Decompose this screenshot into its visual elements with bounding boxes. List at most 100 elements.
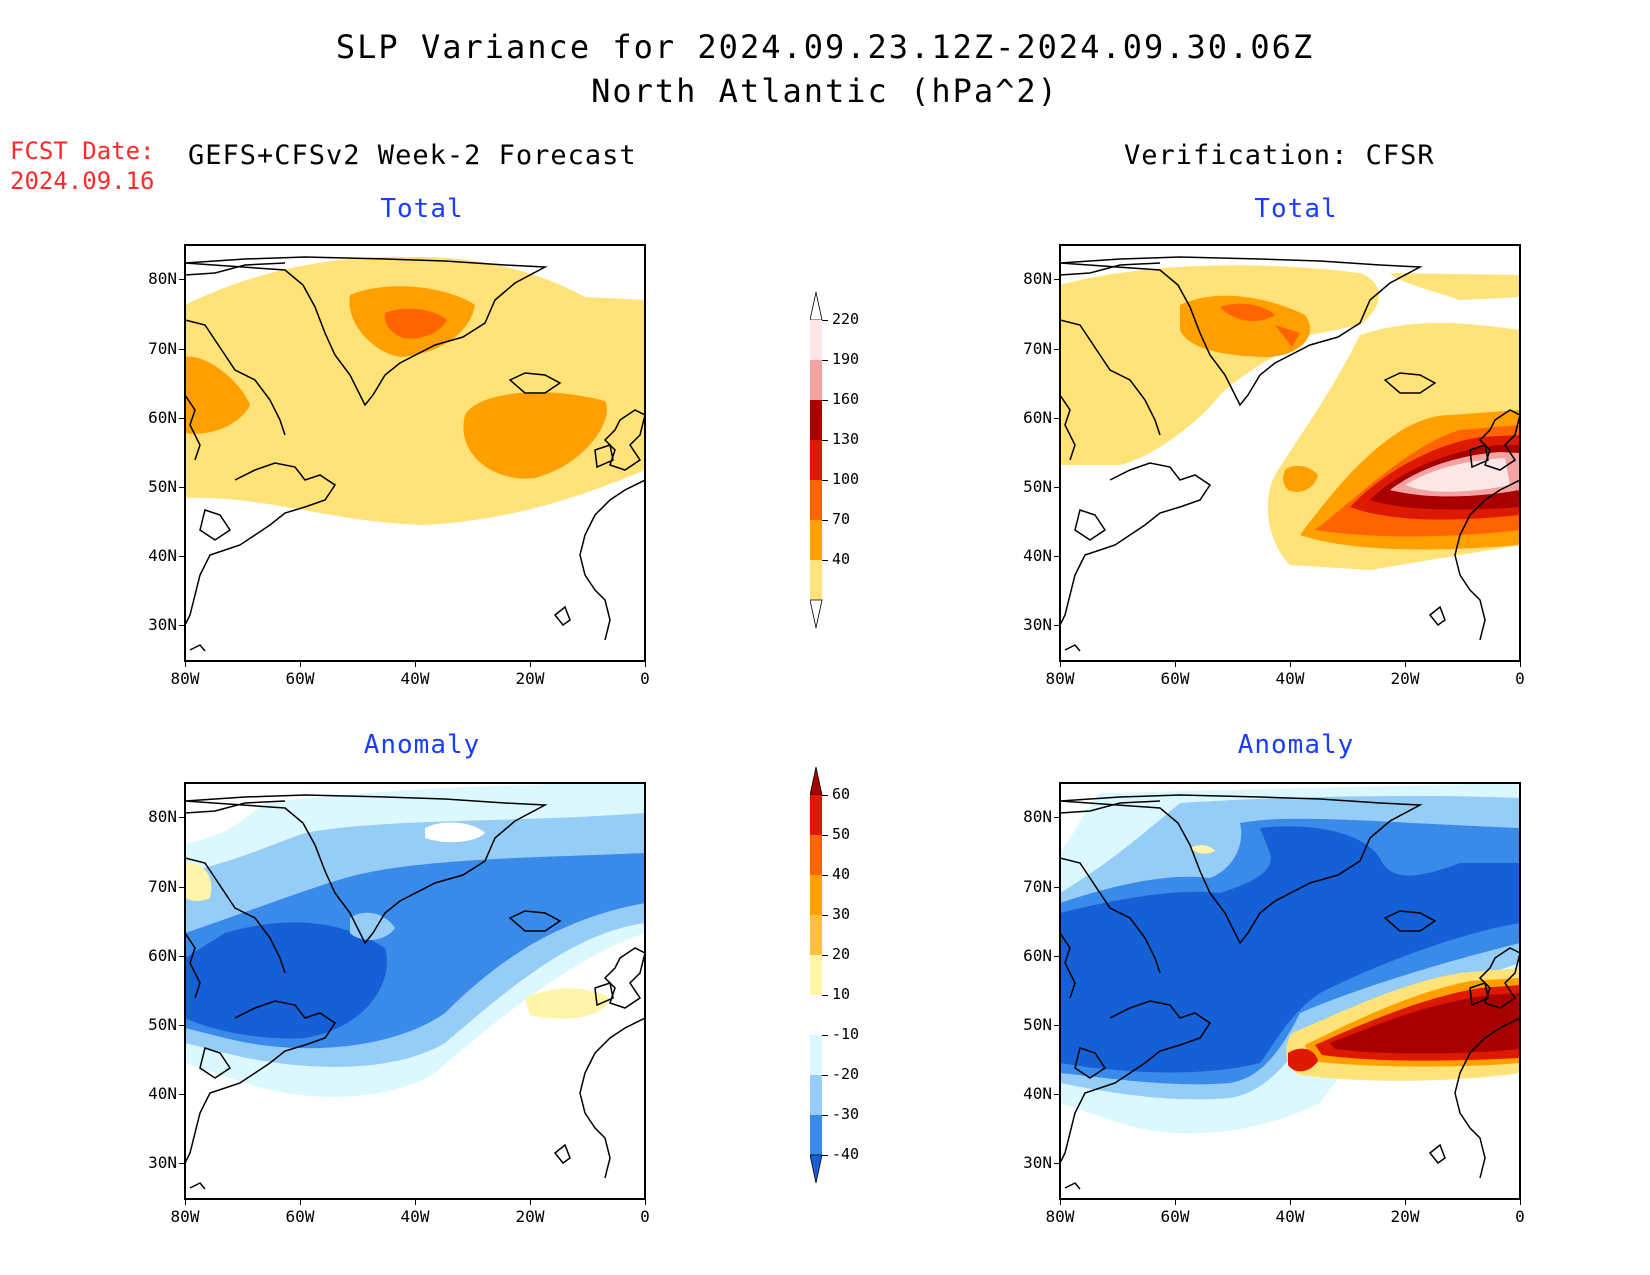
colorbar-segment [810,1035,822,1075]
colorbar-tick [822,520,828,521]
colorbar-tick [822,795,828,796]
colorbar-bottom-arrow [810,1154,823,1184]
forecast-date-value: 2024.09.16 [10,167,155,195]
colorbar-segment [810,875,822,915]
latitude-tick [179,625,185,626]
colorbar-segment [810,955,822,995]
latitude-tick [1054,1163,1060,1164]
latitude-tick [179,556,185,557]
colorbar-segment [810,320,822,360]
longitude-label: 40W [1275,1207,1305,1226]
latitude-label: 30N [1023,1153,1052,1172]
verification-column-header: Verification: CFSR [1124,140,1435,171]
colorbar-segment [810,440,822,480]
latitude-tick [1054,418,1060,419]
verification-total-title: Total [1254,194,1338,224]
latitude-tick [179,487,185,488]
colorbar-segment [810,1075,822,1115]
longitude-tick [1405,1199,1406,1205]
latitude-label: 70N [1023,877,1052,896]
forecast-total-title: Total [380,194,464,224]
latitude-tick [1054,1025,1060,1026]
longitude-label: 80W [1045,1207,1075,1226]
forecast-date-label: FCST Date: [10,137,155,165]
colorbar-svg [810,766,823,1184]
latitude-tick [1054,887,1060,888]
latitude-label: 40N [148,1084,177,1103]
latitude-tick [179,956,185,957]
latitude-tick [1054,817,1060,818]
colorbar-label: 40 [832,550,851,568]
colorbar-tick [822,1035,828,1036]
latitude-tick [179,1025,185,1026]
colorbar-segment [810,400,822,440]
latitude-label: 60N [148,408,177,427]
colorbar-tick [822,560,828,561]
forecast-total-map [185,245,645,661]
latitude-tick [1054,625,1060,626]
colorbar-label: 50 [832,825,851,843]
colorbar-label: 100 [832,470,860,488]
longitude-tick [1175,661,1176,667]
longitude-tick [1060,661,1061,667]
latitude-label: 60N [1023,408,1052,427]
latitude-label: 50N [1023,1015,1052,1034]
longitude-tick [645,1199,646,1205]
longitude-tick [185,661,186,667]
colorbar-segment [810,835,822,875]
longitude-label: 20W [515,1207,545,1226]
colorbar-tick [822,835,828,836]
colorbar-tick [822,480,828,481]
longitude-tick [1520,661,1521,667]
longitude-tick [300,1199,301,1205]
longitude-tick [1290,1199,1291,1205]
colorbar-label: 20 [832,945,851,963]
colorbar-svg [810,291,823,629]
latitude-tick [1054,487,1060,488]
latitude-tick [1054,349,1060,350]
colorbar-label: -10 [832,1025,860,1043]
longitude-label: 20W [1390,669,1420,688]
colorbar-segment [810,995,822,1035]
colorbar-tick [822,360,828,361]
colorbar-label: -20 [832,1065,860,1083]
latitude-label: 40N [148,546,177,565]
colorbar-label: 190 [832,350,860,368]
colorbar-top-arrow [810,766,823,796]
latitude-label: 80N [148,269,177,288]
latitude-label: 80N [1023,269,1052,288]
longitude-label: 0 [640,669,650,688]
forecast-anomaly-title: Anomaly [363,730,481,760]
verification-anomaly-title: Anomaly [1237,730,1355,760]
longitude-tick [1290,661,1291,667]
colorbar-bottom-arrow [810,599,823,629]
longitude-label: 40W [400,669,430,688]
latitude-label: 80N [1023,807,1052,826]
longitude-tick [1520,1199,1521,1205]
colorbar-segment [810,560,822,600]
colorbar-label: -40 [832,1145,860,1163]
forecast-column-header: GEFS+CFSv2 Week-2 Forecast [188,140,637,171]
longitude-label: 0 [1515,1207,1525,1226]
colorbar-segment [810,795,822,835]
longitude-label: 0 [1515,669,1525,688]
latitude-tick [179,279,185,280]
colorbar-tick [822,1115,828,1116]
colorbar-label: 70 [832,510,851,528]
latitude-label: 60N [1023,946,1052,965]
colorbar-label: 160 [832,390,860,408]
latitude-label: 70N [1023,339,1052,358]
longitude-tick [1060,1199,1061,1205]
longitude-tick [530,1199,531,1205]
latitude-label: 70N [148,339,177,358]
colorbar-top-arrow [810,291,823,321]
latitude-label: 80N [148,807,177,826]
longitude-label: 20W [1390,1207,1420,1226]
longitude-label: 60W [285,669,315,688]
colorbar-tick [822,1155,828,1156]
colorbar-tick [822,1075,828,1076]
longitude-label: 20W [515,669,545,688]
longitude-tick [300,661,301,667]
latitude-tick [1054,956,1060,957]
longitude-tick [415,661,416,667]
